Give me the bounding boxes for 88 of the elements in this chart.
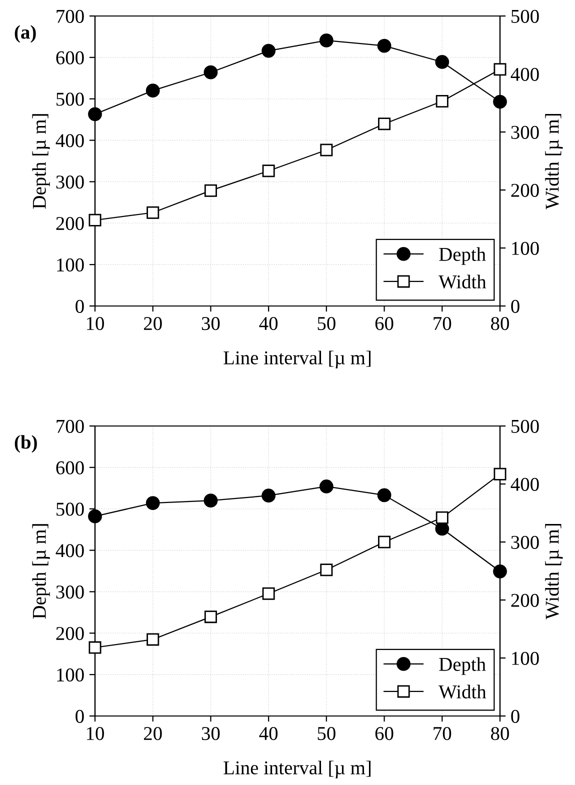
x-tick-label: 20 <box>144 316 162 330</box>
point <box>377 38 392 53</box>
y-tick-label: 0 <box>76 710 84 723</box>
point <box>88 641 102 654</box>
x-tick-label: 80 <box>491 316 509 330</box>
point <box>378 118 391 130</box>
point <box>146 206 160 219</box>
y2-tick-label: 400 <box>510 68 539 81</box>
x-tick-label: 40 <box>259 726 278 740</box>
y-tick-label: 100 <box>57 668 84 682</box>
point <box>493 94 507 109</box>
x-axis-title: Line interval [µ m] <box>224 760 370 778</box>
x-tick-label: 70 <box>434 316 452 330</box>
y2-axis-title: Width [µ m] <box>545 524 563 620</box>
y2-tick-label: 500 <box>512 420 539 433</box>
point <box>436 511 448 524</box>
y-tick-label: 400 <box>56 544 84 558</box>
point <box>435 522 450 536</box>
point <box>320 144 333 156</box>
point <box>493 564 507 578</box>
legend-label: Depth <box>439 247 486 265</box>
point <box>319 480 334 494</box>
y-axis-title: Depth [µ m] <box>32 114 50 209</box>
point <box>378 536 391 548</box>
point <box>436 95 448 108</box>
point <box>320 564 333 576</box>
x-tick-label: 30 <box>202 316 220 330</box>
x-tick-label: 60 <box>375 726 394 740</box>
point <box>204 184 217 197</box>
y-tick-label: 600 <box>56 461 84 474</box>
y2-tick-label: 200 <box>511 184 539 197</box>
point <box>494 468 506 480</box>
point <box>146 633 160 646</box>
point <box>88 107 102 122</box>
x-tick-label: 30 <box>202 726 220 740</box>
point <box>262 488 276 503</box>
y2-tick-label: 100 <box>512 652 539 665</box>
x-tick-label: 70 <box>434 726 452 740</box>
chart-title: (b) <box>14 435 37 453</box>
y2-tick-label: 200 <box>511 594 539 607</box>
point <box>88 214 102 226</box>
y-tick-label: 700 <box>56 10 84 23</box>
x-tick-label: 50 <box>318 316 336 330</box>
y2-tick-label: 500 <box>512 10 539 23</box>
y-tick-label: 700 <box>56 420 84 433</box>
point <box>319 34 334 48</box>
y-tick-label: 300 <box>56 176 84 189</box>
point <box>262 587 275 600</box>
x-tick-label: 50 <box>318 726 336 740</box>
y-tick-label: 400 <box>56 134 84 148</box>
point <box>88 509 102 524</box>
y2-tick-label: 0 <box>511 710 520 723</box>
y-tick-label: 0 <box>76 300 84 313</box>
point <box>204 65 218 80</box>
y2-tick-label: 400 <box>510 478 539 491</box>
y-tick-label: 600 <box>56 51 84 64</box>
y-tick-label: 100 <box>57 258 84 272</box>
point <box>146 84 160 98</box>
y-tick-label: 200 <box>56 216 84 230</box>
x-tick-label: 60 <box>375 316 394 330</box>
y-axis-title: Depth [µ m] <box>32 524 50 619</box>
point <box>262 164 275 178</box>
point <box>204 610 217 624</box>
x-axis-title: Line interval [µ m] <box>224 350 370 368</box>
x-tick-label: 10 <box>86 316 104 330</box>
y-tick-label: 500 <box>56 502 84 516</box>
legend-label: Width <box>438 684 486 699</box>
point <box>494 63 506 76</box>
y-tick-label: 500 <box>56 92 84 106</box>
x-tick-label: 10 <box>86 726 104 740</box>
y2-tick-label: 0 <box>511 300 520 313</box>
y2-tick-label: 100 <box>512 242 539 255</box>
legend-label: Depth <box>439 657 486 675</box>
point <box>146 496 160 510</box>
y2-tick-label: 300 <box>511 536 539 549</box>
y-tick-label: 200 <box>56 626 84 640</box>
x-tick-label: 40 <box>259 316 278 330</box>
y2-axis-title: Width [µ m] <box>545 114 563 210</box>
x-tick-label: 80 <box>491 726 509 740</box>
y-tick-label: 300 <box>56 586 84 599</box>
chart-title: (a) <box>14 25 36 43</box>
point <box>377 488 392 502</box>
y2-tick-label: 300 <box>511 126 539 139</box>
point <box>204 494 218 508</box>
point <box>262 44 276 58</box>
x-tick-label: 20 <box>144 726 162 740</box>
legend-label: Width <box>438 274 486 289</box>
point <box>435 55 450 69</box>
